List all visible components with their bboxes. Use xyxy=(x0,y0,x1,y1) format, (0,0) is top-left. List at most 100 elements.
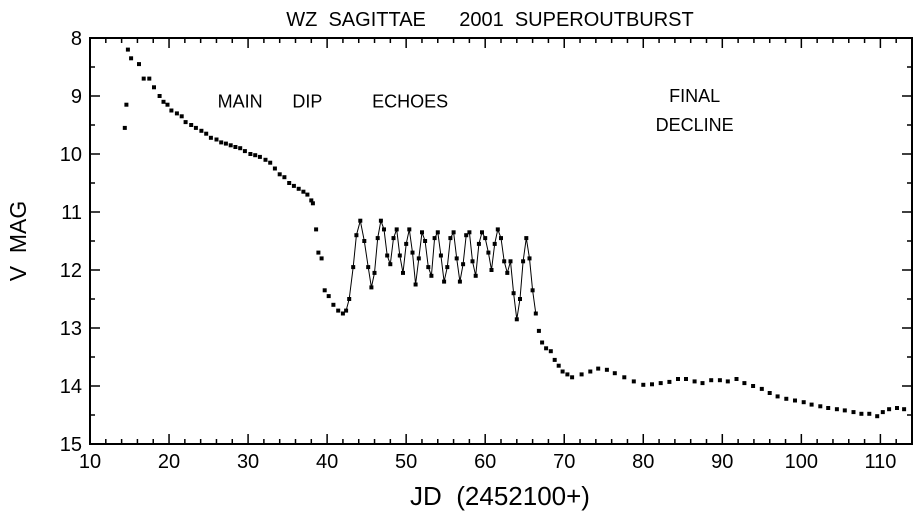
data-point xyxy=(818,404,823,409)
x-tick-label: 40 xyxy=(316,451,338,473)
data-point xyxy=(316,250,321,255)
data-point xyxy=(842,408,847,413)
annotation-label: DECLINE xyxy=(656,115,734,135)
chart-title: WZ SAGITTAE 2001 SUPEROUTBURST xyxy=(286,9,693,31)
data-point xyxy=(751,384,756,388)
x-tick-label: 60 xyxy=(474,451,496,473)
data-point xyxy=(372,270,377,275)
data-point xyxy=(179,114,184,119)
x-axis: 10 20 30 40 50 60 70 80 90 100 110 xyxy=(79,38,913,473)
data-point xyxy=(426,265,431,270)
data-point xyxy=(536,328,541,333)
x-tick-label: 10 xyxy=(79,451,101,473)
data-point xyxy=(470,259,475,264)
data-point xyxy=(658,381,663,386)
y-axis: 8 9 10 11 12 13 14 15 xyxy=(60,28,912,456)
data-point xyxy=(518,297,522,301)
data-point xyxy=(416,256,421,261)
data-point xyxy=(152,85,156,90)
data-point xyxy=(809,402,814,407)
data-point xyxy=(183,120,188,125)
series-line xyxy=(345,218,537,320)
data-point xyxy=(351,265,356,270)
data-point xyxy=(369,285,374,290)
data-point xyxy=(544,346,549,351)
data-point xyxy=(793,398,797,403)
data-point xyxy=(875,414,880,419)
data-point xyxy=(413,282,418,287)
data-point xyxy=(725,379,730,384)
data-point xyxy=(305,192,310,197)
data-point xyxy=(407,227,412,232)
data-point xyxy=(540,340,545,345)
data-point xyxy=(692,379,697,384)
data-point xyxy=(867,411,872,416)
data-point xyxy=(423,239,428,243)
data-point xyxy=(742,381,747,386)
data-point xyxy=(887,407,892,412)
data-point xyxy=(432,236,437,241)
data-point xyxy=(527,256,532,261)
data-point xyxy=(354,233,359,238)
data-point xyxy=(548,349,553,354)
data-point xyxy=(454,256,459,261)
data-point xyxy=(461,262,466,267)
data-point xyxy=(734,377,739,381)
x-tick-label: 50 xyxy=(395,451,417,473)
data-point xyxy=(228,143,233,148)
data-point xyxy=(242,149,247,154)
x-tick-label: 110 xyxy=(864,451,896,473)
data-point xyxy=(464,233,469,238)
data-point xyxy=(775,394,780,399)
data-point xyxy=(486,250,491,255)
data-point xyxy=(480,230,484,235)
data-point xyxy=(326,294,331,299)
data-point xyxy=(451,230,456,235)
data-point xyxy=(404,241,409,246)
data-point xyxy=(895,406,899,410)
data-point xyxy=(514,317,519,322)
data-point xyxy=(826,406,831,410)
y-tick-label: 8 xyxy=(71,28,82,50)
annotations: MAIN DIP ECHOES FINAL DECLINE xyxy=(218,86,734,135)
data-point xyxy=(322,288,327,293)
data-point xyxy=(362,239,367,243)
data-point xyxy=(397,253,402,258)
data-point xyxy=(502,259,507,264)
data-point xyxy=(358,218,363,223)
data-point xyxy=(169,108,174,113)
data-point xyxy=(301,189,306,194)
data-point xyxy=(204,131,209,136)
data-point xyxy=(579,372,584,377)
y-tick-label: 13 xyxy=(60,318,82,340)
data-point xyxy=(489,268,494,272)
data-point xyxy=(759,386,764,391)
data-point xyxy=(385,253,390,258)
data-point xyxy=(174,111,179,116)
data-point xyxy=(530,288,535,293)
data-point xyxy=(394,227,399,232)
data-point xyxy=(291,183,296,188)
data-point xyxy=(189,123,194,127)
data-point xyxy=(340,311,345,316)
data-point xyxy=(208,135,213,140)
data-point xyxy=(709,378,714,383)
data-point xyxy=(565,372,570,377)
x-tick-label: 30 xyxy=(237,451,259,473)
data-point xyxy=(147,76,152,81)
data-point xyxy=(165,102,170,107)
data-point xyxy=(492,241,497,246)
y-tick-label: 9 xyxy=(71,86,82,108)
data-point xyxy=(296,186,301,191)
data-point xyxy=(467,230,472,235)
data-point xyxy=(801,400,806,405)
data-point xyxy=(784,396,789,401)
data-point xyxy=(641,382,646,387)
data-point xyxy=(375,236,380,241)
data-point xyxy=(214,137,219,142)
data-point xyxy=(495,227,500,232)
y-tick-label: 10 xyxy=(60,144,82,166)
data-point xyxy=(902,407,907,412)
data-point xyxy=(344,308,349,313)
